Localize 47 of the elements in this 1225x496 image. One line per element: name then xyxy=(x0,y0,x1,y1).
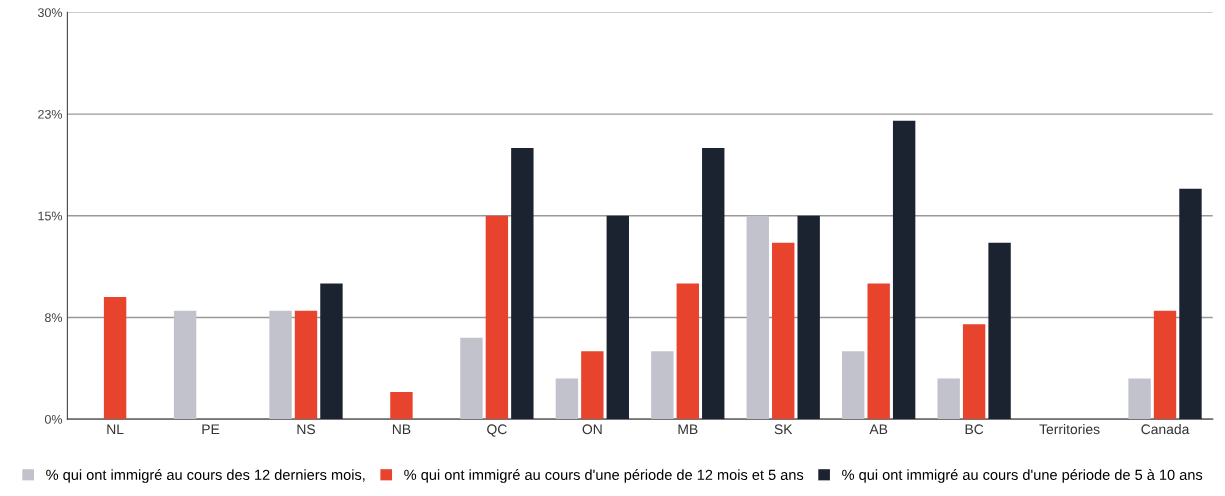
bar xyxy=(962,324,986,420)
x-tick-label: PE xyxy=(202,424,220,435)
bar xyxy=(702,147,725,420)
bar xyxy=(651,351,674,420)
bar xyxy=(1153,310,1177,420)
bar xyxy=(511,147,534,420)
bar xyxy=(842,351,865,420)
bar xyxy=(269,310,292,420)
x-tick-label: NL xyxy=(107,424,124,435)
bar xyxy=(1128,378,1151,420)
bar xyxy=(485,215,509,420)
y-tick-label: 0% xyxy=(44,414,63,424)
legend-label: % qui ont immigré au cours d'une période de 5 à 10 ans xyxy=(842,469,1203,483)
x-tick-label: Canada xyxy=(1141,423,1190,435)
bar xyxy=(460,337,483,420)
bar xyxy=(555,378,579,420)
x-tick-label: NB xyxy=(392,424,411,435)
y-tick-label: 23% xyxy=(38,109,63,119)
legend-label: % qui ont immigré au cours des 12 derniers mois, xyxy=(46,469,365,483)
bar xyxy=(390,392,413,420)
y-tick-label: 30% xyxy=(37,8,63,18)
bar xyxy=(772,242,795,420)
bar xyxy=(1179,188,1202,420)
bar xyxy=(606,215,629,420)
bar xyxy=(988,242,1011,420)
bar xyxy=(581,351,604,420)
legend-label: % qui ont immigré au cours d'une période de 12 mois et 5 ans xyxy=(404,469,804,483)
bar xyxy=(746,215,769,420)
bar xyxy=(937,378,960,420)
bar xyxy=(867,283,890,420)
x-tick-label: Territories xyxy=(1039,423,1100,435)
bar xyxy=(320,283,343,420)
x-tick-label: AB xyxy=(869,424,888,435)
bar xyxy=(892,120,916,420)
x-tick-label: BC xyxy=(965,424,984,435)
bar xyxy=(103,297,127,420)
x-tick-label: ON xyxy=(582,424,602,435)
x-tick-label: NS xyxy=(297,424,315,435)
x-tick-label: MB xyxy=(678,424,698,435)
bar xyxy=(676,283,699,420)
x-tick-label: QC xyxy=(487,424,507,437)
bar xyxy=(797,215,820,420)
x-tick-label: SK xyxy=(774,424,793,435)
y-tick-label: 15% xyxy=(38,211,63,221)
bar xyxy=(294,310,318,420)
bar xyxy=(173,310,197,420)
y-tick-label: 8% xyxy=(44,313,63,323)
